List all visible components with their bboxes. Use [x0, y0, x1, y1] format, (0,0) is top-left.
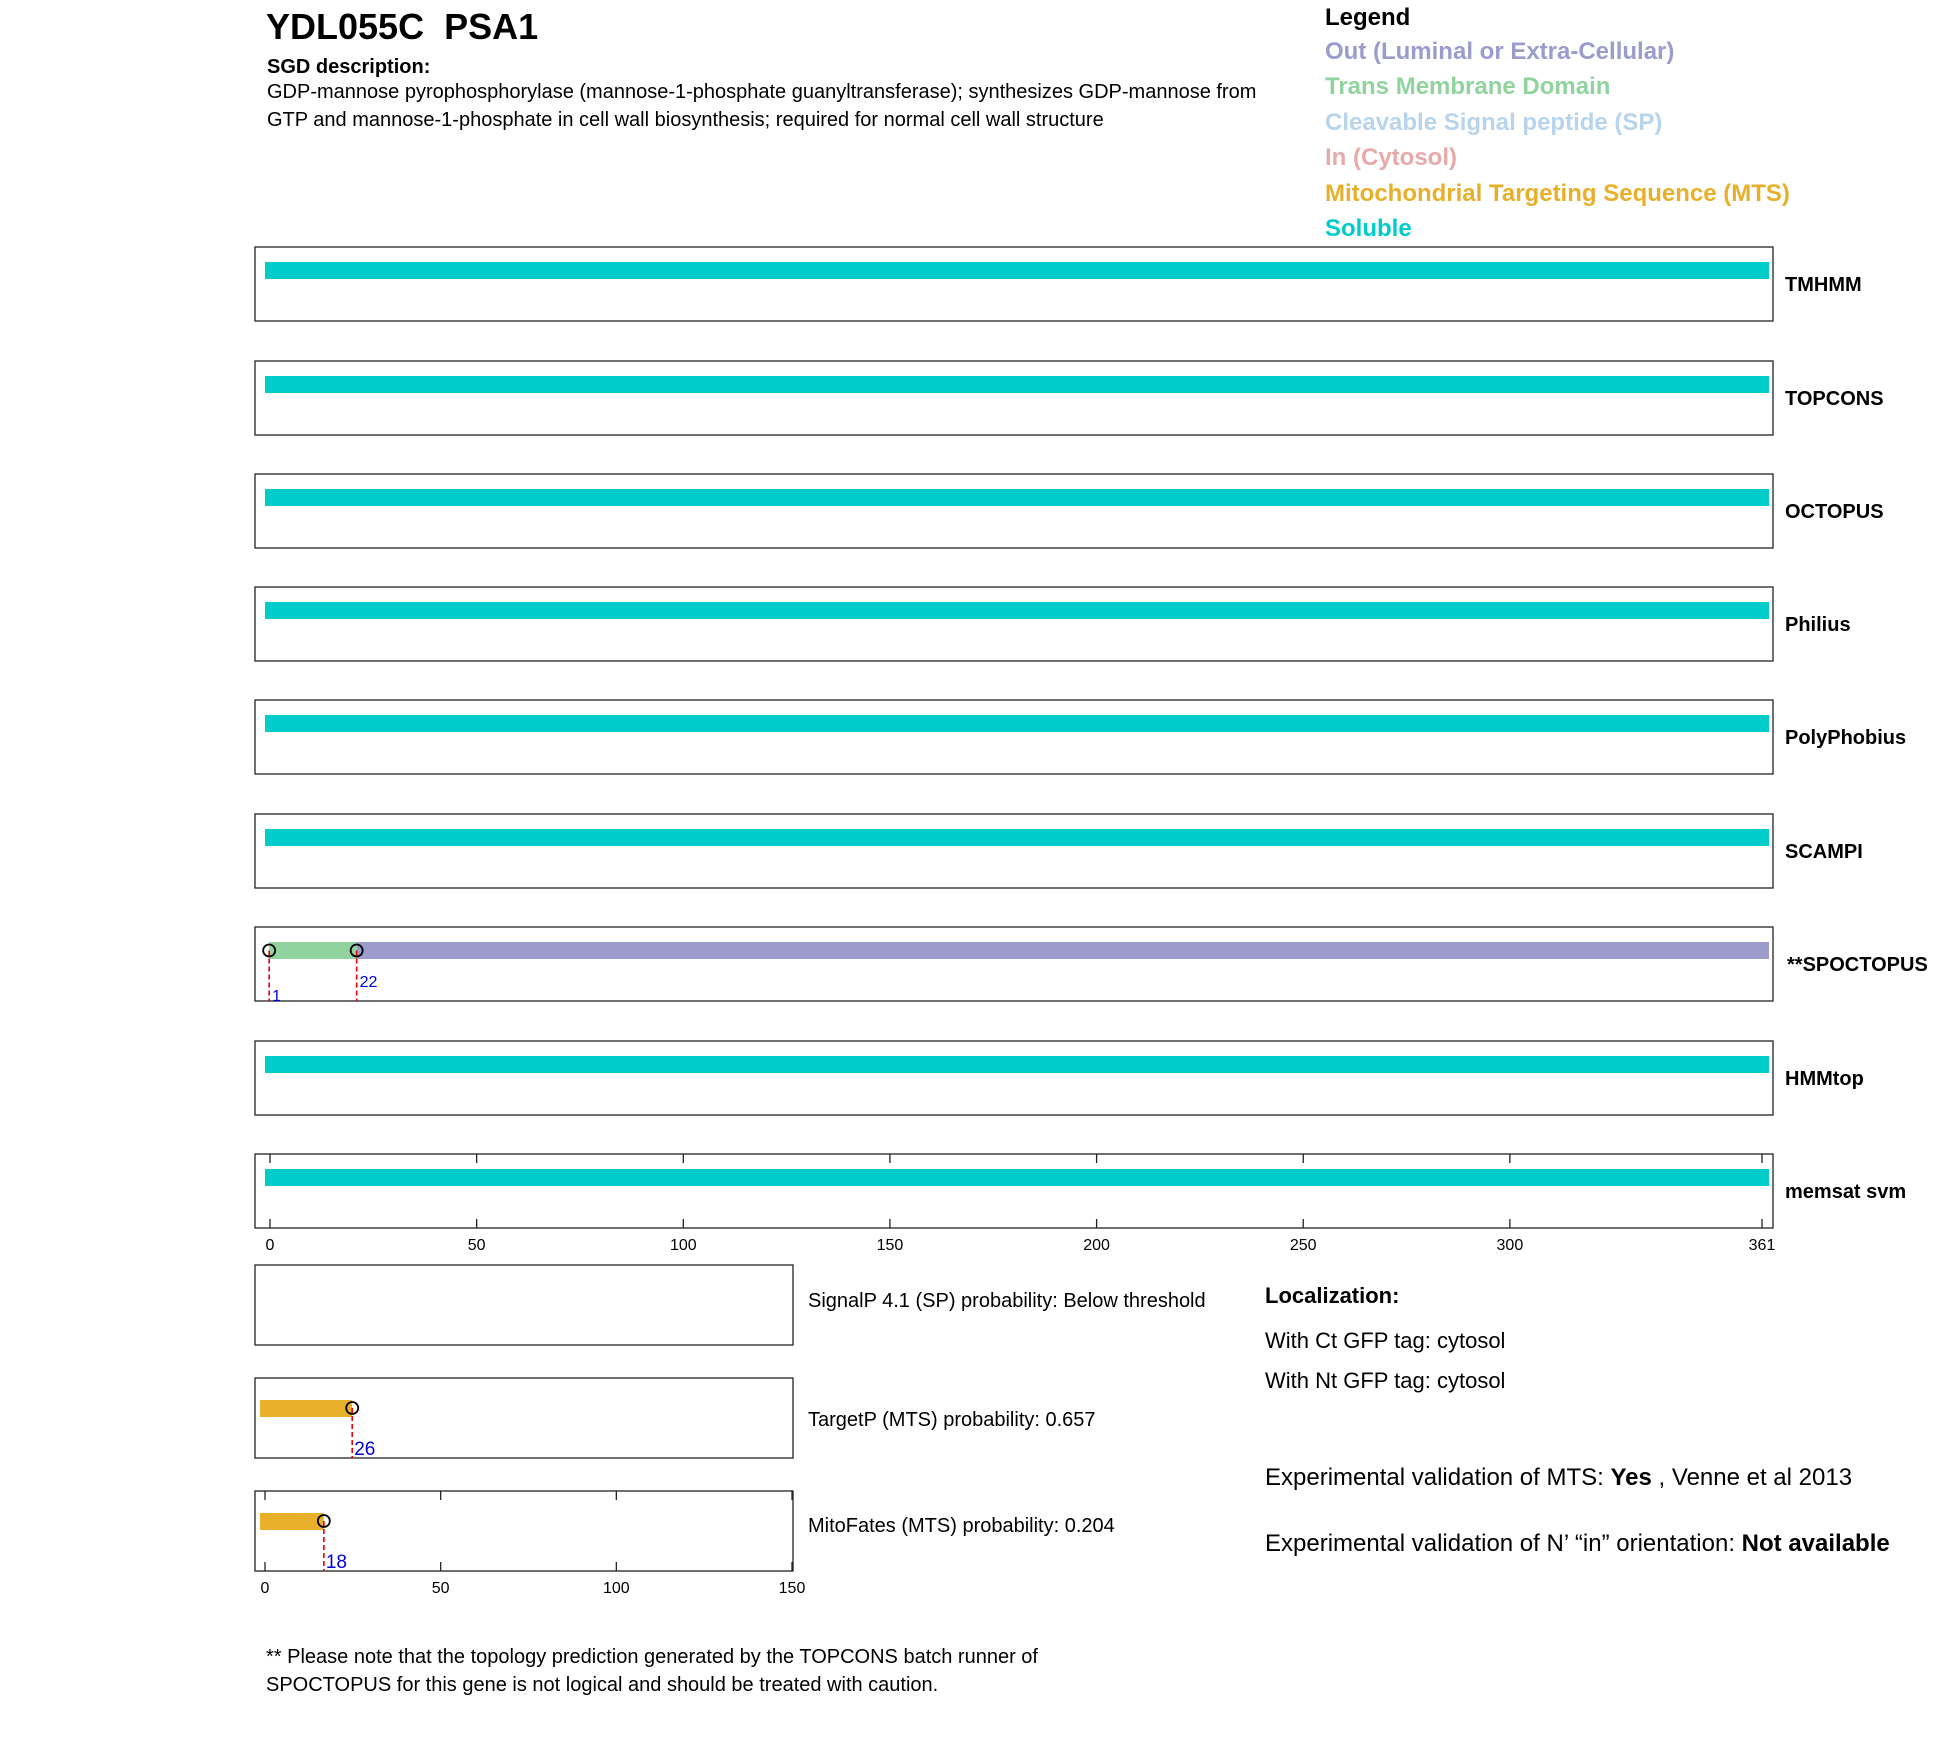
track-frame-tmhmm — [254, 246, 1774, 322]
gene-id: YDL055C — [266, 6, 425, 47]
footnote: ** Please note that the topology predict… — [266, 1646, 1038, 1696]
legend-title: Legend — [1325, 4, 1411, 31]
segment-philius-0 — [265, 602, 1769, 619]
mts-x-tick-label-0: 0 — [261, 1580, 270, 1597]
x-tick-label-150: 150 — [877, 1237, 904, 1254]
mitofates-label: MitoFates (MTS) probability: 0.204 — [808, 1515, 1115, 1537]
segment-hmmtop-0 — [265, 1056, 1769, 1073]
nin-validation-prefix: Experimental validation of N’ “in” orien… — [1265, 1530, 1742, 1557]
track-name-octopus: OCTOPUS — [1785, 501, 1884, 523]
track-name-hmmtop: HMMtop — [1785, 1068, 1864, 1090]
track-frame-octopus — [254, 473, 1774, 549]
track-frame-philius — [254, 586, 1774, 662]
localization-ct: With Ct GFP tag: cytosol — [1265, 1328, 1506, 1353]
segment-memsat-svm-0 — [265, 1169, 1769, 1186]
track-frame-polyphobius — [254, 699, 1774, 775]
track-frame-scampi — [254, 813, 1774, 889]
legend-item-out: Out (Luminal or Extra-Cellular) — [1325, 38, 1675, 65]
track-name-tmhmm: TMHMM — [1785, 274, 1862, 296]
mts-marker-circle-mitofates — [316, 1514, 331, 1528]
marker-label-spoctopus-0: 1 — [272, 988, 281, 1005]
x-tick-label-250: 250 — [1290, 1237, 1317, 1254]
signalp-label: SignalP 4.1 (SP) probability: Below thre… — [808, 1290, 1206, 1312]
legend-item-tm: Trans Membrane Domain — [1325, 73, 1611, 100]
page-title: YDL055C PSA1 — [266, 6, 538, 48]
segment-spoctopus-1 — [356, 942, 1770, 959]
mts-x-tick-label-100: 100 — [603, 1580, 630, 1597]
track-frame-hmmtop — [254, 1040, 1774, 1116]
localization-nt: With Nt GFP tag: cytosol — [1265, 1368, 1506, 1393]
x-tick-label-100: 100 — [670, 1237, 697, 1254]
mts-validation: Experimental validation of MTS: Yes , Ve… — [1265, 1462, 1905, 1494]
mts-frame-targetp — [254, 1377, 794, 1459]
mts-segment-mitofates-0 — [260, 1513, 324, 1530]
gene-name: PSA1 — [444, 6, 539, 47]
mts-x-tick-label-50: 50 — [432, 1580, 450, 1597]
nin-validation-value: Not available — [1741, 1530, 1890, 1557]
track-name-polyphobius: PolyPhobius — [1785, 727, 1906, 749]
mts-frame-mitofates — [254, 1490, 794, 1572]
segment-polyphobius-0 — [265, 715, 1769, 732]
segment-topcons-0 — [265, 376, 1769, 393]
mts-validation-suffix: , Venne et al 2013 — [1651, 1464, 1853, 1491]
segment-scampi-0 — [265, 829, 1769, 846]
x-tick-label-200: 200 — [1083, 1237, 1110, 1254]
sgd-heading: SGD description: — [267, 56, 431, 78]
legend-item-in: In (Cytosol) — [1325, 144, 1457, 171]
legend-item-sp: Cleavable Signal peptide (SP) — [1325, 109, 1663, 136]
segment-tmhmm-0 — [265, 262, 1769, 279]
nin-validation: Experimental validation of N’ “in” orien… — [1265, 1528, 1905, 1560]
mts-x-tick-label-150: 150 — [779, 1580, 806, 1597]
x-tick-label-0: 0 — [266, 1237, 275, 1254]
targetp-label: TargetP (MTS) probability: 0.657 — [808, 1409, 1096, 1431]
legend-item-soluble: Soluble — [1325, 215, 1412, 242]
mts-validation-prefix: Experimental validation of MTS: — [1265, 1464, 1611, 1491]
mts-marker-label-mitofates: 18 — [326, 1552, 347, 1573]
sgd-description: GDP-mannose pyrophosphorylase (mannose-1… — [267, 81, 1257, 131]
mts-validation-value: Yes — [1610, 1464, 1652, 1491]
track-name-memsat-svm: memsat svm — [1785, 1181, 1906, 1203]
mts-marker-label-targetp: 26 — [354, 1439, 375, 1460]
segment-spoctopus-0 — [269, 942, 357, 959]
legend-item-mts: Mitochondrial Targeting Sequence (MTS) — [1325, 180, 1790, 207]
marker-circle-spoctopus-0 — [262, 943, 277, 958]
track-frame-topcons — [254, 360, 1774, 436]
track-frame-spoctopus — [254, 926, 1774, 1002]
track-name-topcons: TOPCONS — [1785, 388, 1884, 410]
mts-segment-targetp-0 — [260, 1400, 353, 1417]
x-tick-label-361: 361 — [1749, 1237, 1776, 1254]
localization-heading: Localization: — [1265, 1283, 1400, 1308]
x-tick-label-300: 300 — [1497, 1237, 1524, 1254]
track-name-scampi: SCAMPI — [1785, 841, 1863, 863]
segment-octopus-0 — [265, 489, 1769, 506]
mts-frame-signalp — [254, 1264, 794, 1346]
track-name-spoctopus: **SPOCTOPUS — [1787, 954, 1928, 976]
mts-marker-circle-targetp — [345, 1401, 360, 1415]
track-frame-memsat-svm — [254, 1153, 1774, 1229]
marker-circle-spoctopus-1 — [349, 943, 364, 958]
marker-label-spoctopus-1: 22 — [360, 974, 378, 991]
x-tick-label-50: 50 — [468, 1237, 486, 1254]
track-name-philius: Philius — [1785, 614, 1851, 636]
